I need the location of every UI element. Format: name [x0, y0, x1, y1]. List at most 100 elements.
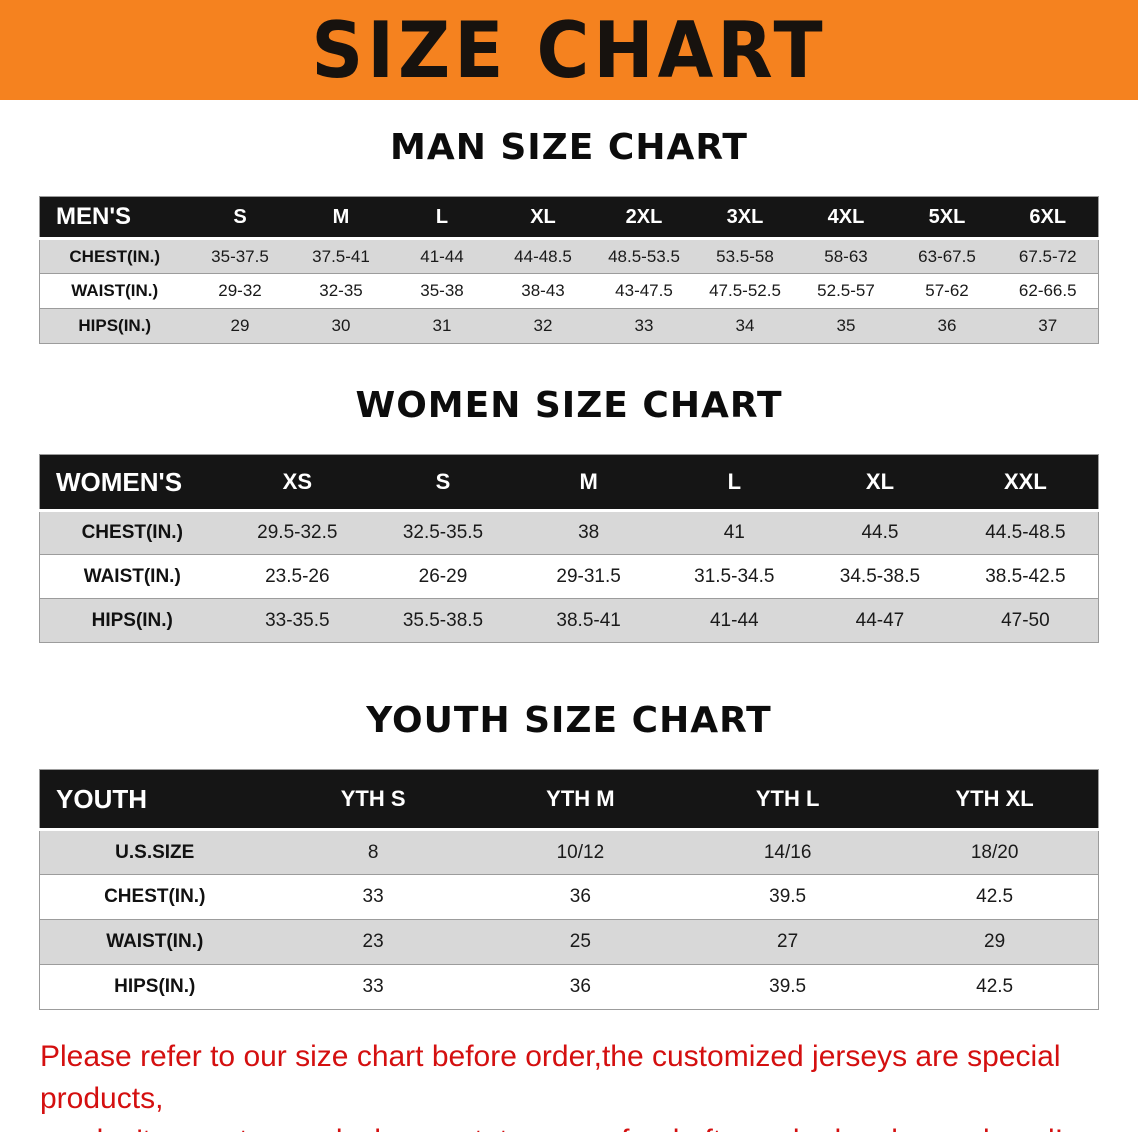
row-label-cell: CHEST(IN.) [39, 238, 190, 274]
value-cell: 37 [997, 308, 1099, 344]
value-cell: 32.5-35.5 [370, 510, 516, 555]
table-header-row: YOUTH YTH S YTH M YTH L YTH XL [39, 769, 1099, 831]
value-cell: 18/20 [891, 829, 1099, 875]
value-cell: 27 [684, 919, 892, 965]
men-section-heading: MAN SIZE CHART [390, 127, 748, 168]
value-cell: 36 [896, 308, 998, 344]
size-column-header: XS [224, 454, 371, 512]
value-cell: 35-37.5 [189, 238, 291, 274]
women-section-heading: WOMEN SIZE CHART [355, 385, 783, 426]
value-cell: 29 [189, 308, 291, 344]
size-column-header: YTH L [684, 769, 892, 831]
order-policy-note-line2: we don't accept cancel, change, teturn o… [40, 1120, 1118, 1132]
value-cell: 41-44 [661, 598, 808, 643]
table-row: WAIST(IN.) 23.5-26 26-29 29-31.5 31.5-34.5 34… [39, 554, 1099, 599]
value-cell: 48.5-53.5 [593, 238, 695, 274]
value-cell: 41-44 [391, 238, 493, 274]
row-label-cell: HIPS(IN.) [39, 598, 225, 643]
size-column-header: 4XL [795, 196, 897, 240]
value-cell: 38 [515, 510, 662, 555]
table-header-row: WOMEN'S XS S M L XL XXL [39, 454, 1099, 512]
table-row: HIPS(IN.) 33 36 39.5 42.5 [39, 964, 1099, 1010]
value-cell: 31 [391, 308, 493, 344]
table-header-row: MEN'S S M L XL 2XL 3XL 4XL 5XL 6XL [39, 196, 1099, 240]
value-cell: 44-47 [807, 598, 953, 643]
row-label-cell: WAIST(IN.) [39, 273, 190, 309]
size-column-header: 5XL [896, 196, 998, 240]
table-row: HIPS(IN.) 33-35.5 35.5-38.5 38.5-41 41-44 44-… [39, 598, 1099, 643]
size-column-header: S [370, 454, 516, 512]
banner-title: SIZE CHART [311, 4, 827, 96]
value-cell: 29-31.5 [515, 554, 662, 599]
value-cell: 35-38 [391, 273, 493, 309]
table-row: HIPS(IN.) 29 30 31 32 33 34 35 36 37 [39, 308, 1099, 344]
value-cell: 44.5 [807, 510, 953, 555]
value-cell: 26-29 [370, 554, 516, 599]
youth-size-table-container: YOUTH YTH S YTH M YTH L YTH XL U.S.SIZE 8 10/12… [39, 769, 1099, 1010]
size-column-header: 6XL [997, 196, 1099, 240]
row-label-cell: HIPS(IN.) [39, 308, 190, 344]
youth-size-table: YOUTH YTH S YTH M YTH L YTH XL U.S.SIZE 8 10/12… [39, 769, 1099, 1010]
value-cell: 47-50 [952, 598, 1099, 643]
value-cell: 53.5-58 [694, 238, 796, 274]
value-cell: 8 [269, 829, 477, 875]
value-cell: 35.5-38.5 [370, 598, 516, 643]
value-cell: 58-63 [795, 238, 897, 274]
row-label-cell: WAIST(IN.) [39, 554, 225, 599]
row-label-cell: CHEST(IN.) [39, 510, 225, 555]
men-size-table-container: MEN'S S M L XL 2XL 3XL 4XL 5XL 6XL CHEST(IN.) 35-37… [39, 196, 1099, 344]
value-cell: 29.5-32.5 [224, 510, 371, 555]
banner: SIZE CHART [0, 0, 1138, 100]
size-column-header: YTH XL [891, 769, 1099, 831]
women-size-table-container: WOMEN'S XS S M L XL XXL CHEST(IN.) 29.5-32.5 32.5… [39, 454, 1099, 643]
size-column-header: YTH S [269, 769, 477, 831]
value-cell: 47.5-52.5 [694, 273, 796, 309]
value-cell: 33 [269, 874, 477, 920]
value-cell: 31.5-34.5 [661, 554, 808, 599]
value-cell: 38.5-42.5 [952, 554, 1099, 599]
youth-section-heading: YOUTH SIZE CHART [366, 700, 772, 741]
row-label-cell: HIPS(IN.) [39, 964, 270, 1010]
row-label-cell: WAIST(IN.) [39, 919, 270, 965]
size-column-header: XXL [952, 454, 1099, 512]
table-row: WAIST(IN.) 29-32 32-35 35-38 38-43 43-47.5 47.… [39, 273, 1099, 309]
table-row: CHEST(IN.) 33 36 39.5 42.5 [39, 874, 1099, 920]
value-cell: 29-32 [189, 273, 291, 309]
value-cell: 29 [891, 919, 1099, 965]
men-size-table: MEN'S S M L XL 2XL 3XL 4XL 5XL 6XL CHEST(IN.) 35-37… [39, 196, 1099, 344]
row-label-cell: CHEST(IN.) [39, 874, 270, 920]
table-row: CHEST(IN.) 35-37.5 37.5-41 41-44 44-48.5 48.5… [39, 238, 1099, 274]
value-cell: 30 [290, 308, 392, 344]
value-cell: 63-67.5 [896, 238, 998, 274]
value-cell: 37.5-41 [290, 238, 392, 274]
value-cell: 33 [269, 964, 477, 1010]
table-row: U.S.SIZE 8 10/12 14/16 18/20 [39, 829, 1099, 875]
value-cell: 35 [795, 308, 897, 344]
value-cell: 32 [492, 308, 594, 344]
value-cell: 32-35 [290, 273, 392, 309]
table-title-cell: WOMEN'S [39, 454, 225, 512]
size-column-header: YTH M [476, 769, 684, 831]
value-cell: 36 [476, 874, 684, 920]
table-row: CHEST(IN.) 29.5-32.5 32.5-35.5 38 41 44.5 44.5… [39, 510, 1099, 555]
value-cell: 39.5 [684, 964, 892, 1010]
value-cell: 67.5-72 [997, 238, 1099, 274]
value-cell: 41 [661, 510, 808, 555]
value-cell: 38.5-41 [515, 598, 662, 643]
table-row: WAIST(IN.) 23 25 27 29 [39, 919, 1099, 965]
size-column-header: M [515, 454, 662, 512]
value-cell: 57-62 [896, 273, 998, 309]
size-column-header: 2XL [593, 196, 695, 240]
value-cell: 44.5-48.5 [952, 510, 1099, 555]
order-policy-note-line1: Please refer to our size chart before or… [40, 1040, 1061, 1115]
value-cell: 39.5 [684, 874, 892, 920]
value-cell: 62-66.5 [997, 273, 1099, 309]
value-cell: 44-48.5 [492, 238, 594, 274]
value-cell: 43-47.5 [593, 273, 695, 309]
value-cell: 14/16 [684, 829, 892, 875]
table-title-cell: YOUTH [39, 769, 270, 831]
size-column-header: L [391, 196, 493, 240]
value-cell: 42.5 [891, 964, 1099, 1010]
value-cell: 33-35.5 [224, 598, 371, 643]
